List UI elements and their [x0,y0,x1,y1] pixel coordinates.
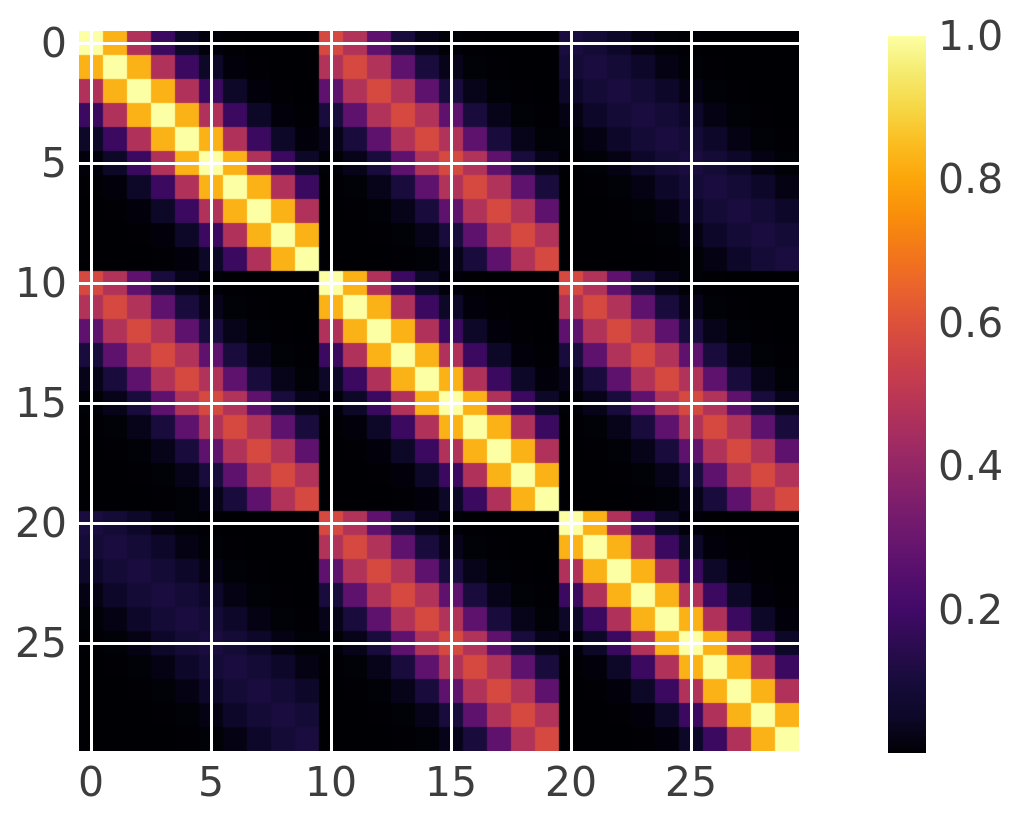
y-tick-label-15: 15 [14,379,67,427]
gridline-vertical-20 [569,31,573,751]
colorbar [888,36,926,753]
gridline-horizontal-15 [79,401,799,405]
colorbar-tick-label-0.2: 0.2 [938,585,1004,634]
gridline-vertical-0 [89,31,93,751]
x-tick-label-15: 15 [424,758,478,806]
y-tick-label-5: 5 [40,139,67,187]
colorbar-tick-label-0.8: 0.8 [938,155,1004,204]
heatmap-plot-area [79,31,799,751]
x-tick-label-0: 0 [77,758,105,806]
y-tick-label-10: 10 [14,259,67,307]
y-tick-label-20: 20 [14,499,67,547]
gridline-horizontal-0 [79,41,799,45]
colorbar-tick-label-0.6: 0.6 [938,298,1004,347]
gridline-vertical-25 [689,31,693,751]
gridline-horizontal-20 [79,521,799,525]
gridline-vertical-10 [329,31,333,751]
gridline-horizontal-25 [79,641,799,645]
colorbar-tick-label-1.0: 1.0 [938,12,1004,60]
gridline-horizontal-5 [79,161,799,165]
gridline-horizontal-10 [79,281,799,285]
y-tick-label-0: 0 [40,19,67,67]
colorbar-tick-label-0.4: 0.4 [938,442,1004,491]
gridline-vertical-15 [449,31,453,751]
gridline-vertical-5 [209,31,213,751]
heatmap-canvas [79,31,799,751]
x-tick-label-10: 10 [304,758,358,806]
y-tick-label-25: 25 [14,619,67,667]
x-tick-label-20: 20 [544,758,598,806]
x-tick-label-5: 5 [197,758,225,806]
x-tick-label-25: 25 [664,758,718,806]
